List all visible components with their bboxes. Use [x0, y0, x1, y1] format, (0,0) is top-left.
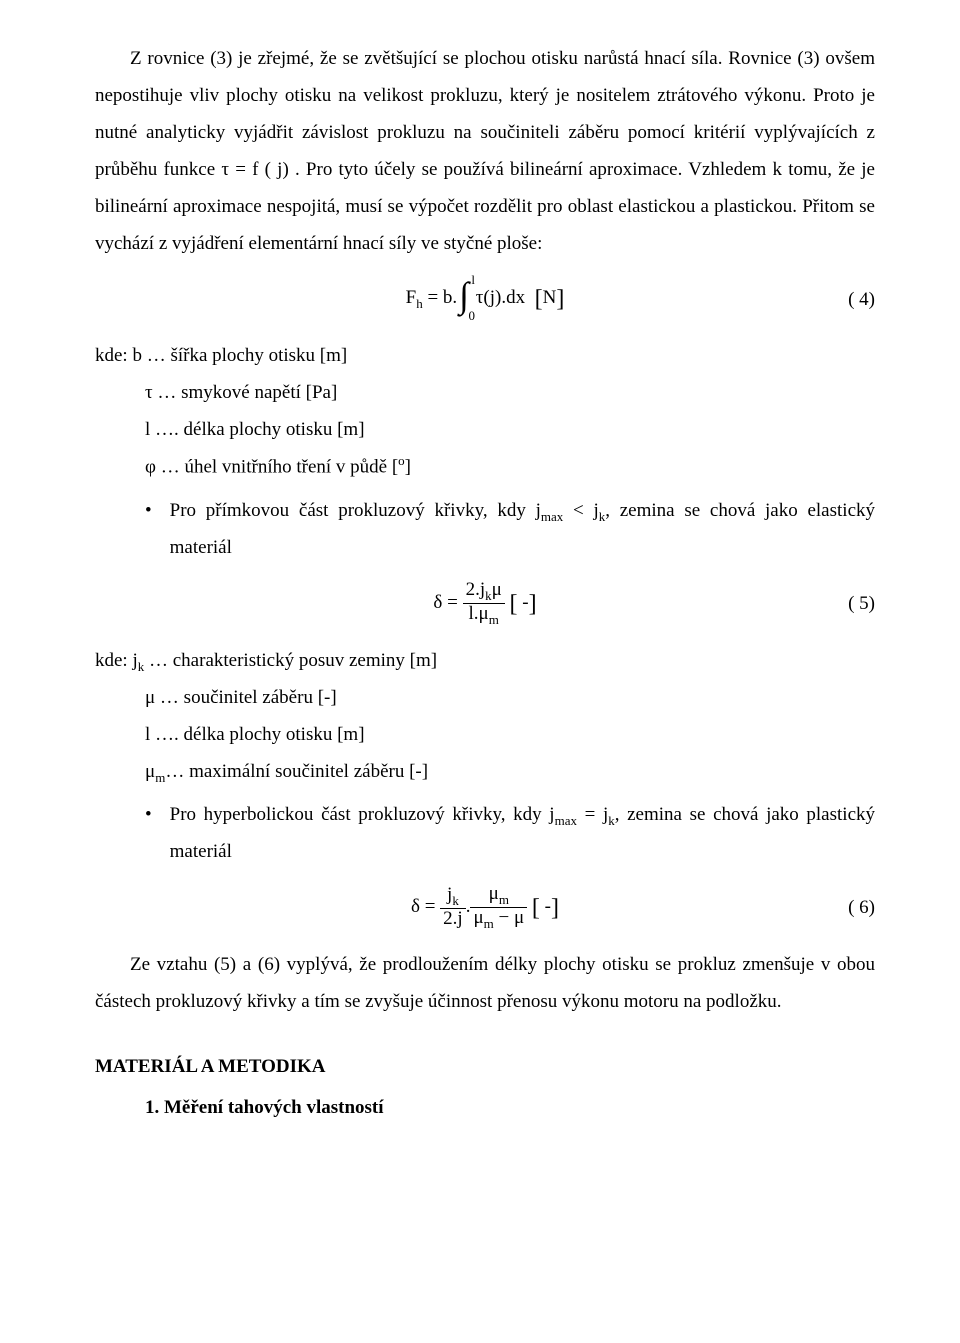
var-l: l …. délka plochy otisku [m]: [95, 411, 875, 448]
eq5-fraction: 2.jkμl.μm: [463, 580, 505, 627]
var-mu: μ … součinitel záběru [-]: [95, 679, 875, 716]
eq6-fraction-1: jk2.j: [440, 885, 466, 930]
eq4-equals: = b.: [423, 287, 457, 308]
equation-5: δ = 2.jkμl.μm [ -] ( 5): [95, 580, 875, 628]
int-lower: 0: [469, 303, 476, 328]
equation-4: Fh = b.l∫0 τ(j).dx [N] ( 4): [95, 276, 875, 323]
section-heading: MATERIÁL A METODIKA: [95, 1048, 875, 1085]
equation-6: δ = jk2.j.μmμm − μ [ -] ( 6): [95, 884, 875, 932]
var-l2: l …. délka plochy otisku [m]: [95, 716, 875, 753]
eq5-number: ( 5): [848, 585, 875, 622]
variable-list-2: kde: jk … charakteristický posuv zeminy …: [95, 642, 875, 790]
var-b: kde: b … šířka plochy otisku [m]: [95, 337, 875, 374]
eq4-unit: N: [543, 287, 557, 308]
bullet-dot-icon: •: [95, 796, 170, 833]
eq4-number: ( 4): [848, 281, 875, 318]
eq5-unit: -: [518, 592, 529, 613]
eq6-delta: δ =: [411, 896, 440, 917]
eq6-number: ( 6): [848, 889, 875, 926]
subsection-heading: 1. Měření tahových vlastností: [95, 1089, 875, 1126]
var-mum: μm… maximální součinitel záběru [-]: [95, 753, 875, 790]
paragraph-1: Z rovnice (3) je zřejmé, že se zvětšujíc…: [95, 40, 875, 262]
var-jk: kde: jk … charakteristický posuv zeminy …: [95, 642, 875, 679]
eq4-integrand: τ(j).dx: [476, 287, 530, 308]
bullet-2: • Pro hyperbolickou část prokluzový křiv…: [95, 796, 875, 870]
eq4-F: F: [406, 287, 417, 308]
paragraph-2: Ze vztahu (5) a (6) vyplývá, že prodlouž…: [95, 946, 875, 1020]
var-tau: τ … smykové napětí [Pa]: [95, 374, 875, 411]
int-upper: l: [471, 267, 475, 292]
variable-list-1: kde: b … šířka plochy otisku [m] τ … smy…: [95, 337, 875, 486]
var-phi: φ … úhel vnitřního tření v půdě [o]: [95, 448, 875, 485]
integral-icon: l∫0: [459, 277, 469, 320]
bullet-dot-icon: •: [95, 492, 170, 529]
eq6-fraction-2: μmμm − μ: [470, 884, 527, 931]
bullet-1: • Pro přímkovou část prokluzový křivky, …: [95, 492, 875, 566]
eq6-unit: -: [540, 896, 551, 917]
eq5-delta: δ =: [433, 592, 462, 613]
